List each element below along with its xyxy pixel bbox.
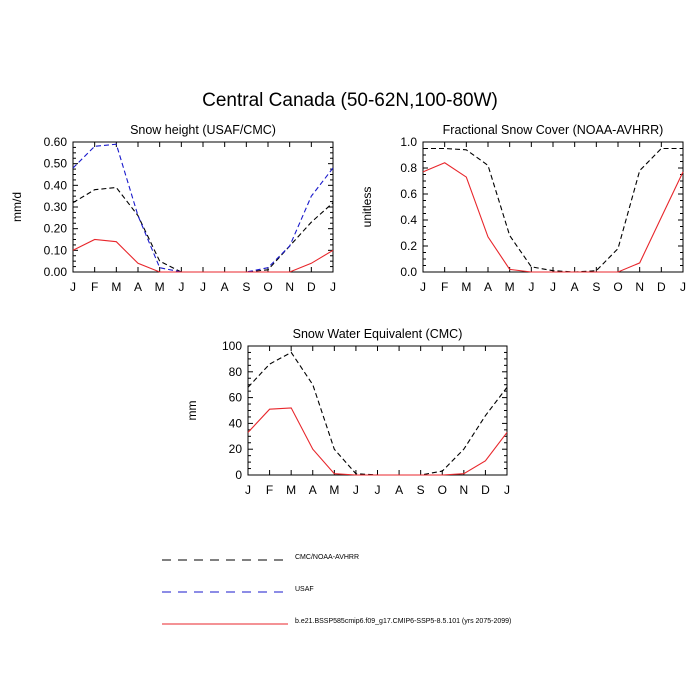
snow-cover-xtick-label: M xyxy=(505,280,515,294)
snow-height-xtick-label: M xyxy=(155,280,165,294)
snow-cover-xtick-label: N xyxy=(635,280,644,294)
snow-cover-xtick-label: J xyxy=(680,280,686,294)
swe-series-1 xyxy=(247,407,508,476)
snow-height-ytick-label: 0.60 xyxy=(44,135,68,149)
legend-label-model: b.e21.BSSP585cmip6.f09_g17.CMIP6-SSP5-8.… xyxy=(295,618,512,625)
snow-cover-series-0 xyxy=(423,147,683,273)
swe-frame xyxy=(247,345,508,476)
swe-series-0 xyxy=(247,351,508,476)
legend-item-usaf: USAF xyxy=(160,580,680,612)
legend-line-usaf xyxy=(162,591,288,593)
snow-cover-ytick-label: 0.0 xyxy=(400,265,417,279)
legend-line-model xyxy=(162,623,288,625)
snow-height-series-1 xyxy=(72,143,334,273)
legend-line-obs xyxy=(162,559,288,561)
snow-height-xtick-label: F xyxy=(91,280,98,294)
page-title: Central Canada (50-62N,100-80W) xyxy=(202,90,498,111)
snow-cover-panel: Fractional Snow Cover (NOAA-AVHRR) unitle… xyxy=(360,123,686,294)
snow-cover-xtick-label: A xyxy=(484,280,492,294)
snow-cover-xtick-label: J xyxy=(528,280,534,294)
snow-cover-ylabel: unitless xyxy=(360,187,374,228)
snow-height-panel: Snow height (USAF/CMC) mm/d 0.00 0.10 0.20 0.… xyxy=(10,123,336,294)
snow-cover-xtick-label: J xyxy=(550,280,556,294)
swe-xtick-label: O xyxy=(438,483,447,497)
swe-xtick-label: J xyxy=(245,483,251,497)
snow-cover-xtick-label: M xyxy=(461,280,471,294)
swe-xtick-label: M xyxy=(286,483,296,497)
swe-xtick-label: F xyxy=(266,483,273,497)
snow-height-ytick-label: 0.50 xyxy=(44,157,68,171)
swe-ylabel: mm xyxy=(185,401,199,421)
snow-cover-ytick-label: 0.4 xyxy=(400,213,417,227)
swe-xtick-label: A xyxy=(395,483,403,497)
snow-height-series-0 xyxy=(72,186,334,273)
swe-ytick-label: 100 xyxy=(222,339,242,353)
snow-height-xtick-label: A xyxy=(134,280,142,294)
swe-ytick-label: 80 xyxy=(229,365,243,379)
swe-xtick-label: A xyxy=(309,483,317,497)
legend-item-obs: CMC/NOAA-AVHRR xyxy=(160,548,680,580)
snow-cover-xtick-label: F xyxy=(441,280,448,294)
snow-height-ylabel: mm/d xyxy=(10,192,24,222)
legend-item-model: b.e21.BSSP585cmip6.f09_g17.CMIP6-SSP5-8.… xyxy=(160,612,680,644)
snow-cover-title: Fractional Snow Cover (NOAA-AVHRR) xyxy=(443,123,664,137)
snow-height-xtick-label: M xyxy=(111,280,121,294)
swe-title: Snow Water Equivalent (CMC) xyxy=(293,327,463,341)
snow-height-xtick-label: S xyxy=(242,280,250,294)
snow-cover-frame xyxy=(422,141,684,273)
swe-ytick-label: 60 xyxy=(229,391,243,405)
swe-xtick-label: J xyxy=(504,483,510,497)
snow-height-title: Snow height (USAF/CMC) xyxy=(130,123,276,137)
snow-cover-xtick-label: D xyxy=(657,280,666,294)
swe-xtick-label: S xyxy=(417,483,425,497)
snow-height-xtick-label: D xyxy=(307,280,316,294)
legend-label-obs: CMC/NOAA-AVHRR xyxy=(295,554,360,561)
swe-xtick-label: M xyxy=(329,483,339,497)
snow-height-xtick-label: J xyxy=(70,280,76,294)
swe-ytick-label: 40 xyxy=(229,416,243,430)
snow-height-xtick-label: N xyxy=(285,280,294,294)
snow-height-xtick-label: O xyxy=(263,280,272,294)
snow-height-xtick-label: J xyxy=(178,280,184,294)
snow-cover-xtick-label: S xyxy=(592,280,600,294)
legend-label-usaf: USAF xyxy=(295,586,314,593)
snow-height-frame xyxy=(72,141,334,273)
snow-height-ytick-label: 0.40 xyxy=(44,178,68,192)
snow-height-ytick-label: 0.10 xyxy=(44,243,68,257)
swe-ytick-label: 20 xyxy=(229,442,243,456)
snow-cover-ytick-label: 0.8 xyxy=(400,161,417,175)
legend: CMC/NOAA-AVHRR USAF b.e21.BSSP585cmip6.f… xyxy=(160,548,680,644)
swe-xtick-label: D xyxy=(481,483,490,497)
swe-xtick-label: J xyxy=(353,483,359,497)
snow-height-ytick-label: 0.00 xyxy=(44,265,68,279)
snow-cover-xtick-label: J xyxy=(420,280,426,294)
snow-cover-ytick-label: 0.2 xyxy=(400,239,417,253)
swe-xtick-label: J xyxy=(375,483,381,497)
snow-height-xtick-label: A xyxy=(221,280,229,294)
snow-height-series-2 xyxy=(72,238,334,273)
swe-panel: Snow Water Equivalent (CMC) mm 0 20 40 60 80 10… xyxy=(185,327,510,497)
snow-height-xtick-label: J xyxy=(330,280,336,294)
swe-ytick-label: 0 xyxy=(235,468,242,482)
snow-height-xtick-label: J xyxy=(200,280,206,294)
snow-cover-xtick-label: A xyxy=(571,280,579,294)
snow-height-ytick-label: 0.20 xyxy=(44,222,68,236)
snow-height-ytick-label: 0.30 xyxy=(44,200,68,214)
snow-cover-ytick-label: 1.0 xyxy=(400,135,417,149)
swe-xtick-label: N xyxy=(459,483,468,497)
snow-cover-xtick-label: O xyxy=(613,280,622,294)
snow-cover-ytick-label: 0.6 xyxy=(400,187,417,201)
snow-cover-series-1 xyxy=(422,162,684,273)
